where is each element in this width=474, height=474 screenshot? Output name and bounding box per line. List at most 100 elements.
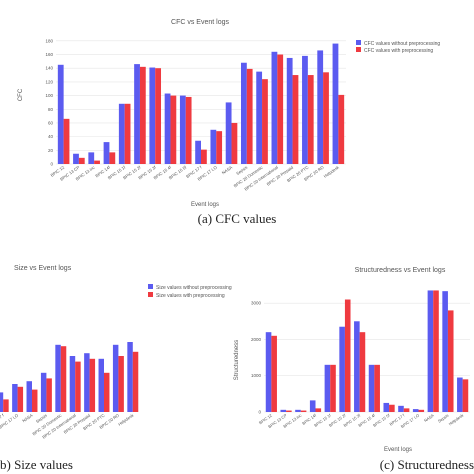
structuredness-x-tick-label: Sepsis xyxy=(437,413,450,424)
structuredness-bar-without-bpic-17-f xyxy=(398,405,404,412)
legend-label-size-with: Size values with preprocessing xyxy=(156,293,225,299)
structuredness-chart-title: Structuredness vs Event logs xyxy=(355,267,446,274)
structuredness-bar-with-bpic-15-3f xyxy=(359,332,366,412)
size-bar-without-bpic-17-lo xyxy=(12,384,18,412)
structuredness-bar-with-bpic-13-cp xyxy=(286,410,292,412)
structuredness-bar-without-sepsis xyxy=(442,291,448,412)
size-bar-with-bpic-17-lo xyxy=(17,386,24,412)
cfc-bar-with-bpic-12 xyxy=(63,118,70,164)
size-bar-without-bpic-20-rd xyxy=(112,344,119,412)
legend-swatch-size-without xyxy=(148,284,153,289)
size-legend: Size values without preprocessing Size v… xyxy=(148,284,232,299)
cfc-y-tick-label: 160 xyxy=(45,52,53,57)
cfc-bar-with-bpic-15-2f xyxy=(139,66,146,164)
structuredness-bar-without-bpic-15-2f xyxy=(339,326,345,412)
structuredness-bar-with-bpic-15-2f xyxy=(344,299,351,412)
cfc-bar-without-bpic-17-lo xyxy=(210,129,217,164)
size-bar-with-bpic-20-domestic xyxy=(60,346,67,412)
size-x-tick-label: NASA xyxy=(21,413,33,424)
cfc-y-tick-label: 40 xyxy=(48,134,54,139)
size-bar-without-bpic-20-ptc xyxy=(98,358,104,412)
cfc-bar-with-bpic-15-3f xyxy=(155,68,162,164)
structuredness-bar-with-nasa xyxy=(433,290,439,412)
cfc-x-tick-label: BPIC 15 5f xyxy=(168,164,188,180)
cfc-bar-without-bpic-15-2f xyxy=(134,64,140,164)
size-bar-with-bpic-20-international xyxy=(75,361,81,412)
size-bar-without-sepsis xyxy=(40,372,47,412)
cfc-y-tick-label: 0 xyxy=(50,162,53,167)
size-x-tick-label: Sepsis xyxy=(35,413,48,424)
size-bar-without-bpic-17-f xyxy=(0,392,4,412)
caption-a: (a) CFC values xyxy=(198,211,277,226)
cfc-y-axis-label: CFC xyxy=(18,88,24,101)
cfc-x-tick-label: NASA xyxy=(221,165,233,176)
cfc-bar-with-bpic-20-prepaid xyxy=(292,75,299,164)
structuredness-bar-without-bpic-12 xyxy=(265,332,272,412)
size-bar-with-bpic-20-prepaid xyxy=(89,358,96,412)
structuredness-bar-without-bpic-15-5f xyxy=(383,402,390,412)
size-chart: Size vs Event logs Size values without p… xyxy=(0,265,232,440)
structuredness-bar-without-helpdesk xyxy=(457,377,463,412)
size-bar-with-bpic-20-rd xyxy=(118,356,124,412)
size-bar-with-helpdesk xyxy=(132,351,139,412)
size-bar-without-bpic-20-domestic xyxy=(55,344,61,412)
cfc-x-axis-label: Event logs xyxy=(191,202,219,208)
caption-c: (c) Structuredness xyxy=(380,457,474,472)
structuredness-bar-without-bpic-15-4f xyxy=(368,364,375,412)
cfc-bar-without-bpic-13-inc xyxy=(88,152,95,164)
structuredness-y-tick-label: 0 xyxy=(258,410,261,415)
cfc-bar-without-bpic-13-cp xyxy=(73,153,79,164)
structuredness-bar-with-bpic-15-1f xyxy=(330,364,336,412)
structuredness-bar-with-bpic-14f xyxy=(315,408,322,412)
structuredness-y-tick-label: 1000 xyxy=(251,373,262,378)
cfc-bar-without-bpic-12 xyxy=(57,64,64,164)
cfc-y-tick-label: 140 xyxy=(45,66,53,71)
legend-swatch-size-with xyxy=(148,292,153,297)
cfc-bar-without-bpic-14f xyxy=(103,142,110,164)
cfc-bar-with-bpic-15-5f xyxy=(185,96,192,164)
cfc-y-tick-label: 120 xyxy=(45,79,53,84)
cfc-x-tick-label: Helpdesk xyxy=(323,164,341,179)
size-bar-with-sepsis xyxy=(46,378,52,412)
structuredness-bar-with-helpdesk xyxy=(462,379,469,412)
size-bar-with-nasa xyxy=(32,389,38,412)
structuredness-bar-without-bpic-13-cp xyxy=(280,409,287,412)
cfc-bar-without-bpic-20-prepaid xyxy=(286,57,293,164)
cfc-bar-without-helpdesk xyxy=(332,43,339,164)
cfc-bar-with-bpic-17-lo xyxy=(216,131,223,164)
legend-label-without: CFC values without preprocessing xyxy=(364,41,440,47)
cfc-bar-without-bpic-15-3f xyxy=(149,67,156,164)
cfc-bar-without-bpic-15-4f xyxy=(164,93,171,164)
cfc-bar-with-bpic-20-domestic xyxy=(262,79,268,164)
structuredness-x-axis-label: Event logs xyxy=(384,447,412,453)
cfc-bar-without-nasa xyxy=(225,102,232,164)
structuredness-bar-without-bpic-13-inc xyxy=(295,409,301,412)
legend-swatch-without xyxy=(356,40,361,45)
cfc-bar-with-sepsis xyxy=(246,68,253,164)
cfc-y-tick-label: 20 xyxy=(48,148,54,153)
structuredness-bar-with-sepsis xyxy=(447,310,454,412)
size-bar-with-bpic-20-ptc xyxy=(104,372,110,412)
cfc-bar-with-bpic-15-4f xyxy=(170,95,177,164)
structuredness-bar-with-bpic-17-lo xyxy=(418,409,425,412)
structuredness-bar-without-bpic-14f xyxy=(309,400,316,412)
size-bar-without-bpic-20-prepaid xyxy=(84,353,90,412)
cfc-bar-with-bpic-15-1f xyxy=(124,103,131,164)
structuredness-x-tick-label: BPIC 15 5f xyxy=(372,412,391,428)
structuredness-x-tick-label: NASA xyxy=(423,413,435,424)
size-bar-without-helpdesk xyxy=(127,342,133,412)
cfc-y-tick-label: 60 xyxy=(48,120,54,125)
structuredness-x-tick-label: Helpdesk xyxy=(448,413,465,427)
cfc-bar-without-bpic-20-international xyxy=(271,51,278,164)
legend-swatch-with xyxy=(356,47,361,52)
structuredness-chart: Structuredness vs Event logs Structuredn… xyxy=(234,267,470,453)
size-bar-without-nasa xyxy=(26,381,32,412)
cfc-bar-without-bpic-20-rd xyxy=(317,50,324,164)
cfc-y-tick-label: 180 xyxy=(45,38,53,43)
cfc-bar-with-helpdesk xyxy=(338,94,345,164)
cfc-bar-with-bpic-20-rd xyxy=(323,72,329,164)
structuredness-bar-with-bpic-13-inc xyxy=(300,410,307,412)
legend-label-with: CFC values with preprocessing xyxy=(364,48,433,54)
cfc-bar-with-bpic-13-cp xyxy=(78,157,85,164)
